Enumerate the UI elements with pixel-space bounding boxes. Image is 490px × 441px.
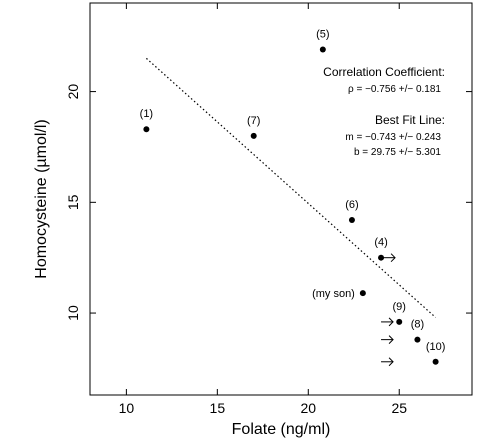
y-tick-label: 20 xyxy=(65,84,81,100)
x-tick-label: 15 xyxy=(210,400,226,416)
y-tick-label: 10 xyxy=(65,305,81,321)
point-label: (1) xyxy=(140,108,153,120)
point-label: (8) xyxy=(411,319,424,331)
y-tick-label: 15 xyxy=(65,194,81,210)
data-point xyxy=(359,290,366,297)
correlation-value: ρ = −0.756 +/− 0.181 xyxy=(348,84,441,95)
x-axis-label: Folate (ng/ml) xyxy=(232,421,331,438)
right-arrow-icon xyxy=(381,317,394,327)
correlation-title: Correlation Coefficient: xyxy=(323,65,445,79)
right-arrow-icon xyxy=(383,253,396,263)
x-tick-label: 20 xyxy=(300,400,316,416)
x-tick-label: 10 xyxy=(119,400,135,416)
data-point xyxy=(250,132,257,139)
x-tick-label: 25 xyxy=(391,400,407,416)
data-point xyxy=(319,46,326,53)
y-axis-label: Homocysteine (µmol/l) xyxy=(33,119,50,278)
data-point xyxy=(396,318,403,325)
data-point xyxy=(432,358,439,365)
best-fit-line xyxy=(145,57,437,318)
plot-frame xyxy=(89,2,473,396)
data-point xyxy=(414,336,421,343)
data-point xyxy=(143,126,150,133)
data-point xyxy=(348,217,355,224)
point-label: (9) xyxy=(393,301,406,313)
right-arrow-icon xyxy=(381,335,394,344)
data-point xyxy=(378,254,385,261)
fit-slope: m = −0.743 +/− 0.243 xyxy=(345,132,441,143)
point-label: (10) xyxy=(426,341,446,353)
point-label: (5) xyxy=(316,29,329,41)
fit-title: Best Fit Line: xyxy=(375,113,445,127)
right-arrow-icon xyxy=(381,357,394,367)
point-label: (my son) xyxy=(312,288,355,300)
point-label: (4) xyxy=(374,237,387,249)
point-label: (6) xyxy=(345,199,358,211)
point-label: (7) xyxy=(247,115,260,127)
fit-intercept: b = 29.75 +/− 5.301 xyxy=(354,147,441,158)
